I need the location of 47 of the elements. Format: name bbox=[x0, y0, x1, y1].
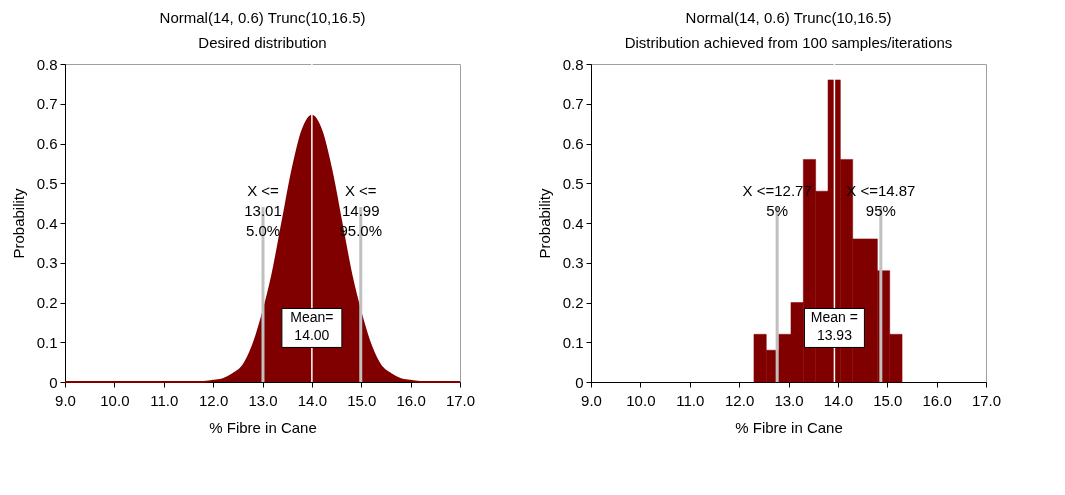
x-tick-label: 14.0 bbox=[823, 391, 853, 409]
y-tick-label: 0.3 bbox=[36, 254, 58, 272]
y-tick-label: 0.5 bbox=[562, 174, 584, 192]
ref-line-label: Mean= 14.00 bbox=[290, 308, 334, 343]
y-tick-label: 0.7 bbox=[36, 95, 58, 113]
x-tick-label: 13.0 bbox=[774, 391, 804, 409]
y-axis-title: Probability bbox=[535, 187, 553, 259]
x-tick-label: 16.0 bbox=[396, 391, 426, 409]
chart-title: Normal(14, 0.6) Trunc(10,16.5) bbox=[685, 9, 892, 26]
ref-line-label: Mean = 13.93 bbox=[810, 308, 858, 343]
x-tick-label: 15.0 bbox=[873, 391, 903, 409]
x-tick-label: 9.0 bbox=[55, 391, 76, 409]
x-tick-label: 12.0 bbox=[725, 391, 755, 409]
x-tick-label: 17.0 bbox=[445, 391, 476, 409]
y-tick-label: 0.8 bbox=[36, 55, 58, 73]
x-tick-label: 10.0 bbox=[100, 391, 130, 409]
y-tick-label: 0.1 bbox=[562, 333, 584, 351]
y-tick-label: 0 bbox=[49, 373, 58, 391]
y-tick-label: 0.4 bbox=[36, 214, 58, 232]
y-tick-label: 0.2 bbox=[562, 294, 584, 311]
y-tick-label: 0 bbox=[575, 373, 584, 391]
x-tick-label: 11.0 bbox=[676, 391, 705, 409]
x-tick-label: 11.0 bbox=[150, 391, 179, 409]
y-tick-label: 0.3 bbox=[562, 254, 584, 272]
ref-line-label: X <= 13.01 5.0% bbox=[244, 182, 282, 240]
chart-title: Normal(14, 0.6) Trunc(10,16.5) bbox=[159, 9, 366, 26]
y-tick-label: 0.6 bbox=[36, 135, 58, 152]
x-axis-title: % Fibre in Cane bbox=[209, 418, 317, 436]
x-tick-label: 12.0 bbox=[199, 391, 229, 409]
y-tick-label: 0.6 bbox=[562, 135, 584, 152]
y-tick-label: 0.8 bbox=[562, 55, 584, 73]
x-tick-label: 10.0 bbox=[626, 391, 656, 409]
x-axis-title: % Fibre in Cane bbox=[735, 418, 843, 436]
y-tick-label: 0.5 bbox=[36, 174, 58, 192]
x-tick-label: 9.0 bbox=[581, 391, 602, 409]
y-tick-label: 0.1 bbox=[36, 333, 58, 351]
y-tick-label: 0.2 bbox=[36, 294, 58, 311]
y-axis-title: Probability bbox=[9, 187, 27, 259]
x-tick-label: 14.0 bbox=[297, 391, 327, 409]
x-tick-label: 17.0 bbox=[971, 391, 1002, 409]
x-tick-label: 16.0 bbox=[922, 391, 952, 409]
x-tick-label: 13.0 bbox=[248, 391, 278, 409]
x-tick-label: 15.0 bbox=[347, 391, 377, 409]
y-tick-label: 0.7 bbox=[562, 95, 584, 113]
y-tick-label: 0.4 bbox=[562, 214, 584, 232]
chart-subtitle: Distribution achieved from 100 samples/iterations bbox=[624, 34, 953, 51]
chart-subtitle: Desired distribution bbox=[198, 34, 327, 51]
